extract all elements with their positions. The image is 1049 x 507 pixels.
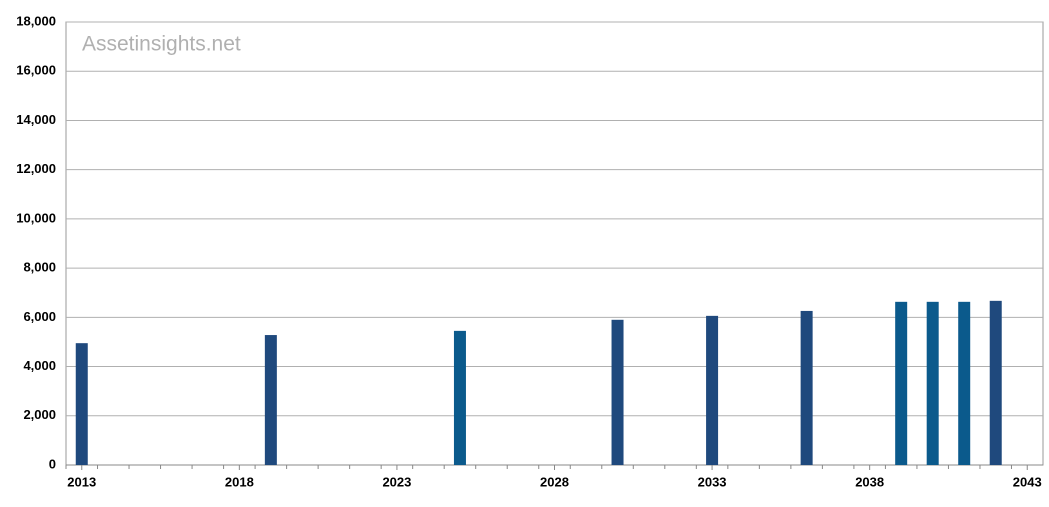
y-tick-label: 8,000 bbox=[23, 260, 56, 275]
bar bbox=[958, 301, 971, 465]
bar bbox=[264, 335, 277, 465]
bar bbox=[75, 343, 88, 465]
x-tick-label: 2023 bbox=[382, 474, 411, 489]
x-tick-label: 2033 bbox=[698, 474, 727, 489]
y-tick-label: 18,000 bbox=[16, 13, 56, 28]
y-tick-label: 0 bbox=[49, 456, 56, 471]
x-tick-label: 2043 bbox=[1013, 474, 1042, 489]
y-tick-label: 2,000 bbox=[23, 407, 56, 422]
y-tick-label: 16,000 bbox=[16, 63, 56, 78]
watermark: Assetinsights.net bbox=[82, 33, 241, 56]
y-tick-label: 4,000 bbox=[23, 358, 56, 373]
y-tick-label: 6,000 bbox=[23, 309, 56, 324]
y-tick-label: 14,000 bbox=[16, 112, 56, 127]
y-tick-label: 12,000 bbox=[16, 161, 56, 176]
x-tick-label: 2038 bbox=[855, 474, 884, 489]
bar bbox=[895, 301, 908, 465]
x-tick-label: 2018 bbox=[225, 474, 254, 489]
bar bbox=[706, 315, 719, 465]
bar bbox=[800, 310, 813, 465]
x-tick-label: 2013 bbox=[67, 474, 96, 489]
bar bbox=[453, 330, 466, 465]
x-tick-label: 2028 bbox=[540, 474, 569, 489]
bar bbox=[989, 300, 1002, 465]
bar bbox=[926, 301, 939, 465]
bar bbox=[611, 319, 624, 465]
y-tick-label: 10,000 bbox=[16, 210, 56, 225]
